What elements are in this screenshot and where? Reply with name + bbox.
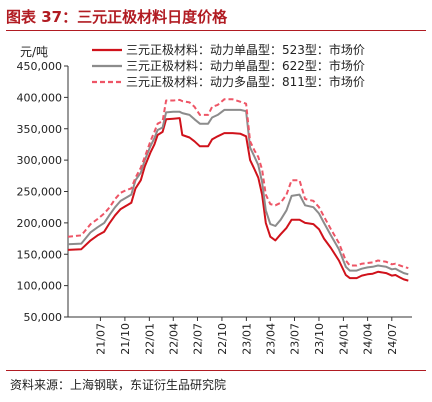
y-tick-label: 150,000 (17, 248, 63, 261)
x-tick-label: 24/01 (337, 323, 350, 355)
legend-label-1: 三元正极材料：动力单晶型：523型：市场价 (126, 42, 365, 57)
legend-label-2: 三元正极材料：动力单晶型：622型：市场价 (126, 58, 365, 73)
x-tick-label: 23/04 (264, 323, 277, 355)
legend: 三元正极材料：动力单晶型：523型：市场价三元正极材料：动力单晶型：622型：市… (92, 42, 365, 89)
y-tick-label: 450,000 (17, 60, 63, 73)
y-unit-label: 元/吨 (20, 45, 48, 59)
y-tick-label: 250,000 (17, 186, 63, 199)
y-tick-label: 350,000 (17, 123, 63, 136)
x-tick-label: 23/10 (313, 323, 326, 355)
x-tick-label: 21/07 (94, 323, 107, 355)
series-layer (67, 98, 409, 282)
x-tick-label: 22/04 (167, 323, 180, 355)
x-tick-label: 23/07 (288, 323, 301, 355)
y-tick-label: 50,000 (24, 311, 63, 324)
x-tick-label: 24/07 (386, 323, 399, 355)
source-note: 资料来源：上海钢联，东证衍生品研究院 (10, 378, 227, 392)
x-tick-label: 23/01 (240, 323, 253, 355)
x-tick-label: 24/04 (362, 323, 375, 355)
y-tick-label: 400,000 (17, 91, 63, 104)
x-tick-label: 21/10 (119, 323, 132, 355)
title-rule (6, 30, 426, 31)
x-tick-label: 22/01 (143, 323, 156, 355)
series-line-3 (67, 98, 409, 270)
y-tick-label: 300,000 (17, 154, 63, 167)
footer-rule (6, 370, 426, 371)
axes: 50,000 100,000 150,000 200,000 250,000 300,00… (17, 60, 412, 355)
figure-title: 图表 37：三元正极材料日度价格 (6, 8, 228, 26)
x-tick-label: 22/10 (216, 323, 229, 355)
y-tick-label: 100,000 (17, 280, 63, 293)
series-line-1 (67, 117, 409, 282)
y-tick-label: 200,000 (17, 217, 63, 230)
legend-label-3: 三元正极材料：动力多晶型：811型：市场价 (126, 74, 365, 89)
x-tick-label: 22/07 (191, 323, 204, 355)
